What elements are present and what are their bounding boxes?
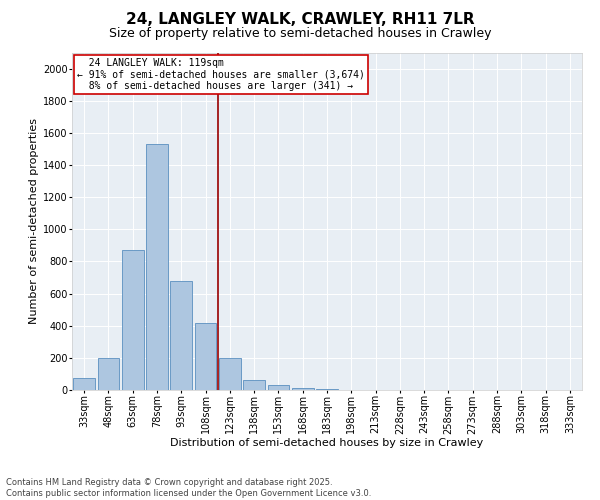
Text: 24, LANGLEY WALK, CRAWLEY, RH11 7LR: 24, LANGLEY WALK, CRAWLEY, RH11 7LR: [125, 12, 475, 28]
Bar: [316, 389, 338, 390]
Y-axis label: Number of semi-detached properties: Number of semi-detached properties: [29, 118, 39, 324]
X-axis label: Distribution of semi-detached houses by size in Crawley: Distribution of semi-detached houses by …: [170, 438, 484, 448]
Bar: [219, 358, 241, 390]
Bar: [170, 280, 192, 390]
Bar: [194, 324, 217, 390]
Bar: [292, 388, 314, 390]
Bar: [146, 144, 168, 390]
Bar: [97, 358, 119, 390]
Text: 24 LANGLEY WALK: 119sqm
← 91% of semi-detached houses are smaller (3,674)
  8% o: 24 LANGLEY WALK: 119sqm ← 91% of semi-de…: [77, 58, 365, 91]
Text: Contains HM Land Registry data © Crown copyright and database right 2025.
Contai: Contains HM Land Registry data © Crown c…: [6, 478, 371, 498]
Text: Size of property relative to semi-detached houses in Crawley: Size of property relative to semi-detach…: [109, 28, 491, 40]
Bar: [122, 250, 143, 390]
Bar: [243, 380, 265, 390]
Bar: [73, 378, 95, 390]
Bar: [268, 385, 289, 390]
